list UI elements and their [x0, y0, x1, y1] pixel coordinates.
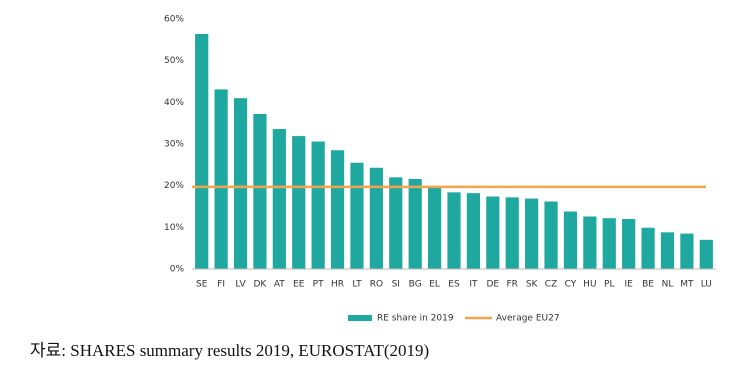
- x-tick-label: CY: [565, 280, 577, 290]
- x-tick-label: EL: [429, 280, 440, 290]
- bar: [447, 192, 461, 269]
- legend-label: RE share in 2019: [377, 314, 454, 324]
- x-tick-label: IT: [469, 280, 478, 290]
- x-tick-label: EE: [293, 280, 305, 290]
- x-tick-label: HR: [331, 280, 344, 290]
- y-tick-label: 60%: [164, 15, 184, 25]
- bar: [214, 89, 228, 270]
- bar: [350, 162, 364, 269]
- x-tick-label: LU: [701, 280, 712, 290]
- bar: [233, 98, 248, 270]
- x-tick-label: HU: [583, 280, 596, 290]
- x-tick-label: SI: [392, 280, 400, 290]
- bar: [563, 211, 578, 269]
- bar: [369, 167, 383, 269]
- y-tick-label: 40%: [164, 98, 184, 108]
- x-tick-label: LT: [352, 280, 362, 290]
- x-tick-label: LV: [235, 280, 246, 290]
- x-tick-label: SE: [196, 280, 208, 290]
- bar: [427, 186, 442, 269]
- bar: [311, 141, 325, 269]
- bar: [195, 34, 209, 269]
- y-tick-label: 0%: [170, 265, 185, 275]
- y-tick-label: 50%: [164, 56, 184, 66]
- x-tick-label: BE: [642, 280, 654, 290]
- bar: [466, 193, 481, 269]
- x-tick-label: PL: [604, 280, 614, 290]
- y-tick-label: 20%: [164, 181, 184, 191]
- x-tick-label: DK: [254, 280, 268, 290]
- bar: [486, 196, 500, 269]
- x-tick-label: PT: [313, 280, 324, 290]
- bar: [389, 177, 403, 269]
- x-tick-label: IE: [624, 280, 633, 290]
- bar: [330, 150, 345, 269]
- caption: 자료: SHARES summary results 2019, EUROSTA…: [30, 341, 429, 360]
- bar: [525, 198, 539, 269]
- bar: [583, 216, 597, 269]
- bar: [505, 197, 519, 269]
- x-tick-label: ES: [448, 280, 460, 290]
- bar: [292, 136, 306, 269]
- bar: [699, 239, 713, 269]
- bar: [641, 227, 655, 269]
- y-tick-label: 30%: [164, 140, 184, 150]
- legend-swatch: [348, 315, 372, 321]
- bar: [602, 218, 616, 269]
- x-tick-label: MT: [680, 280, 694, 290]
- x-tick-label: FI: [217, 280, 225, 290]
- x-tick-label: AT: [274, 280, 285, 290]
- bar: [622, 219, 636, 269]
- x-tick-label: NL: [662, 280, 674, 290]
- bar: [544, 201, 558, 269]
- bar: [408, 179, 422, 269]
- x-tick-label: SK: [526, 280, 539, 290]
- x-tick-label: RO: [370, 280, 383, 290]
- x-tick-label: DE: [487, 280, 500, 290]
- legend-label: Average EU27: [496, 314, 560, 324]
- y-tick-label: 10%: [164, 223, 184, 233]
- bar: [253, 114, 267, 269]
- bar: [272, 129, 286, 269]
- x-tick-label: CZ: [545, 280, 557, 290]
- x-tick-label: FR: [507, 280, 518, 290]
- x-tick-label: BG: [409, 280, 422, 290]
- bar: [660, 232, 675, 269]
- bar: [680, 233, 694, 269]
